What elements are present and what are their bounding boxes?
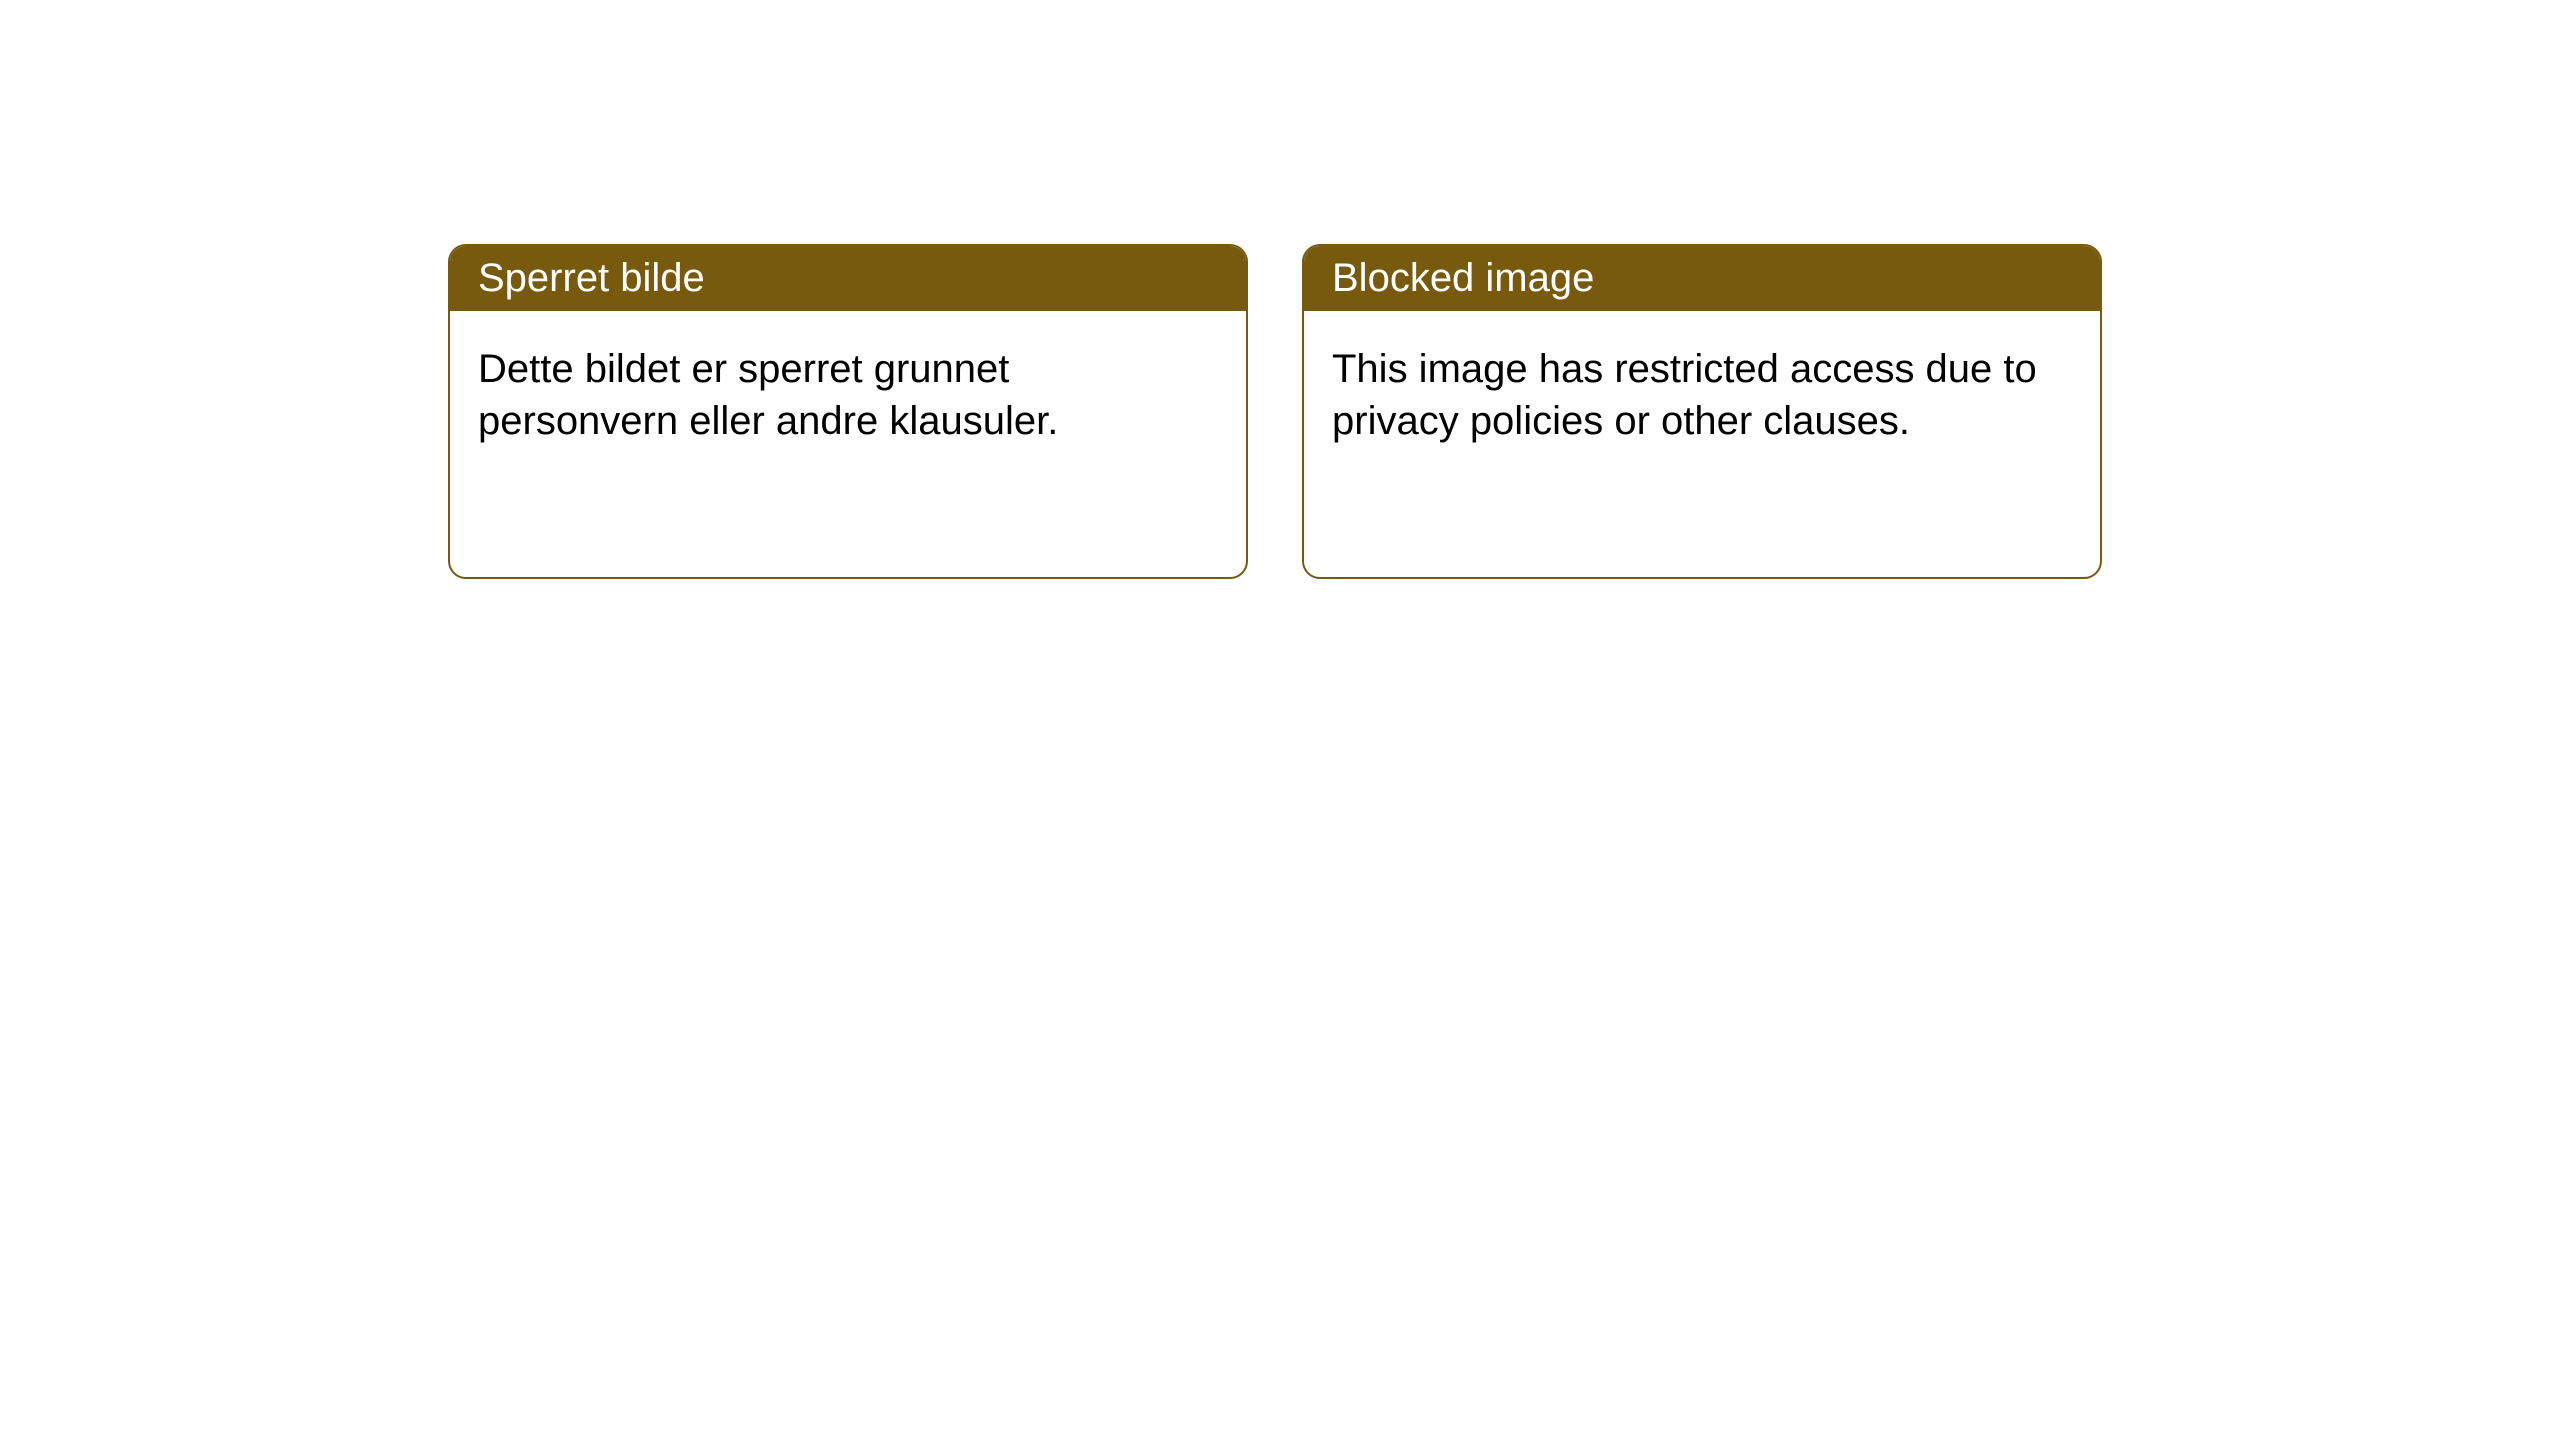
card-message: This image has restricted access due to …	[1332, 347, 2037, 443]
card-header: Sperret bilde	[450, 246, 1246, 311]
card-body: This image has restricted access due to …	[1304, 311, 2100, 479]
card-message: Dette bildet er sperret grunnet personve…	[478, 347, 1058, 443]
card-title: Blocked image	[1332, 256, 1594, 300]
notice-cards-container: Sperret bilde Dette bildet er sperret gr…	[448, 244, 2102, 579]
notice-card-english: Blocked image This image has restricted …	[1302, 244, 2102, 579]
card-header: Blocked image	[1304, 246, 2100, 311]
notice-card-norwegian: Sperret bilde Dette bildet er sperret gr…	[448, 244, 1248, 579]
card-title: Sperret bilde	[478, 256, 705, 300]
card-body: Dette bildet er sperret grunnet personve…	[450, 311, 1246, 479]
